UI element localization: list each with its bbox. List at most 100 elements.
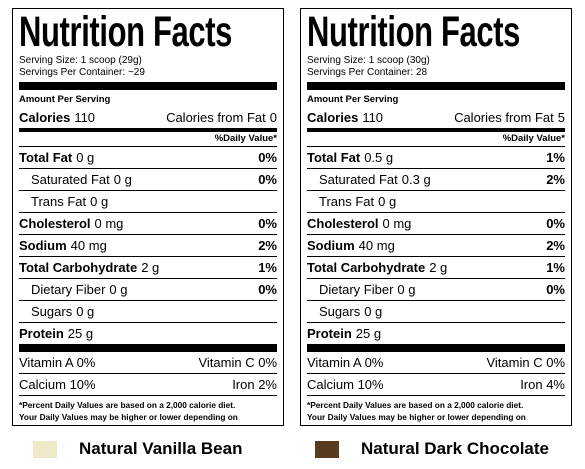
daily-value-header: %Daily Value*: [214, 133, 277, 144]
medium-rule: [19, 128, 277, 132]
sub-nutrient-row: Dietary Fiber 0 g 0%: [19, 278, 277, 300]
vitamin: Calcium 10%: [19, 377, 96, 392]
nutrition-label: Nutrition Facts Serving Size: 1 scoop (29…: [12, 8, 284, 426]
legend-swatch: [33, 440, 57, 458]
calories-row: Calories 110 Calories from Fat 5: [307, 107, 565, 128]
legend-label: Natural Vanilla Bean: [79, 439, 243, 458]
nutrient-row: Protein 25 g: [19, 322, 277, 344]
vitamin: Vitamin C 0%: [486, 355, 565, 370]
daily-value: 0%: [546, 282, 565, 297]
footnote: *Percent Daily Values are based on a 2,0…: [19, 395, 277, 425]
daily-value: 1%: [546, 260, 565, 275]
vitamin: Calcium 10%: [307, 377, 384, 392]
daily-value: 0%: [258, 150, 277, 165]
daily-value: 0%: [258, 282, 277, 297]
nutrient-name: Sodium: [19, 238, 67, 253]
nutrient-row: Total Fat 0.5 g 1%: [307, 146, 565, 168]
nutrient-name: Protein: [19, 326, 64, 341]
medium-rule: [307, 128, 565, 132]
calories-row: Calories 110 Calories from Fat 0: [19, 107, 277, 128]
nutrient-amount: 0 g: [109, 282, 128, 297]
thick-rule: [19, 344, 277, 352]
nutrient-name: Cholesterol: [307, 216, 379, 231]
nutrient-name: Dietary Fiber: [31, 282, 106, 297]
calories-label: Calories: [19, 110, 71, 125]
nutrient-row: Total Carbohydrate 2 g 1%: [307, 256, 565, 278]
thick-rule: [307, 82, 565, 90]
vitamin-row: Vitamin A 0% Vitamin C 0%: [19, 352, 277, 373]
footnote-line: you calorie needs.: [19, 423, 277, 425]
nutrient-row: Cholesterol 0 mg 0%: [19, 212, 277, 234]
vitamin: Iron 4%: [520, 377, 565, 392]
amount-per-serving: Amount Per Serving: [19, 94, 111, 105]
nutrient-row: Cholesterol 0 mg 0%: [307, 212, 565, 234]
label-title: Nutrition Facts: [307, 8, 521, 56]
nutrient-name: Trans Fat: [31, 194, 87, 209]
sub-nutrient-row: Sugars 0 g: [307, 300, 565, 322]
calories-value: 110: [362, 110, 384, 125]
daily-value: 1%: [258, 260, 277, 275]
servings-per-container: Servings Per Container: 28: [307, 67, 428, 78]
calories-value: 110: [74, 110, 96, 125]
calories-from-fat-value: 5: [557, 110, 565, 125]
nutrient-name: Saturated Fat: [31, 172, 110, 187]
legend-swatch: [315, 440, 339, 458]
servings-per-container: Servings Per Container: ~29: [19, 67, 145, 78]
calories-from-fat-label: Calories from Fat: [454, 110, 554, 125]
vitamin-row: Calcium 10% Iron 2%: [19, 373, 277, 395]
nutrient-row: Total Carbohydrate 2 g 1%: [19, 256, 277, 278]
nutrient-name: Sodium: [307, 238, 355, 253]
nutrient-amount: 0 g: [76, 304, 95, 319]
amount-per-serving: Amount Per Serving: [307, 94, 399, 105]
nutrient-amount: 0 g: [364, 304, 383, 319]
nutrient-amount: 2 g: [429, 260, 448, 275]
calories-label: Calories: [307, 110, 359, 125]
calories-from-fat-label: Calories from Fat: [166, 110, 266, 125]
sub-nutrient-row: Dietary Fiber 0 g 0%: [307, 278, 565, 300]
footnote-line: you calorie needs.: [307, 423, 565, 425]
nutrition-label: Nutrition Facts Serving Size: 1 scoop (30…: [300, 8, 572, 426]
nutrient-amount: 0 mg: [94, 216, 124, 231]
daily-value: 2%: [258, 238, 277, 253]
nutrient-amount: 25 g: [67, 326, 94, 341]
sub-nutrient-row: Saturated Fat 0.3 g 2%: [307, 168, 565, 190]
vitamin-row: Calcium 10% Iron 4%: [307, 373, 565, 395]
daily-value-header: %Daily Value*: [502, 133, 565, 144]
sub-nutrient-row: Trans Fat 0 g: [307, 190, 565, 212]
nutrient-amount: 40 mg: [358, 238, 395, 253]
label-title: Nutrition Facts: [19, 8, 233, 56]
nutrient-amount: 0 g: [113, 172, 132, 187]
footnote: *Percent Daily Values are based on a 2,0…: [307, 395, 565, 425]
nutrient-name: Sugars: [31, 304, 73, 319]
nutrient-name: Total Carbohydrate: [307, 260, 426, 275]
vitamin: Iron 2%: [232, 377, 277, 392]
nutrient-name: Protein: [307, 326, 352, 341]
legend-item: Natural Vanilla Bean: [33, 439, 242, 459]
calories-from-fat-value: 0: [269, 110, 277, 125]
nutrient-amount: 0 g: [90, 194, 109, 209]
nutrient-name: Total Fat: [19, 150, 73, 165]
daily-value: 2%: [546, 172, 565, 187]
footnote-line: Your Daily Values may be higher or lower…: [19, 411, 238, 422]
nutrient-name: Dietary Fiber: [319, 282, 394, 297]
nutrient-name: Trans Fat: [319, 194, 375, 209]
daily-value: 1%: [546, 150, 565, 165]
nutrient-name: Cholesterol: [19, 216, 91, 231]
sub-nutrient-row: Saturated Fat 0 g 0%: [19, 168, 277, 190]
nutrient-amount: 0 mg: [382, 216, 412, 231]
footnote-line: Your Daily Values may be higher or lower…: [307, 411, 526, 422]
daily-value: 2%: [546, 238, 565, 253]
legend-label: Natural Dark Chocolate: [361, 439, 549, 458]
sub-nutrient-row: Sugars 0 g: [19, 300, 277, 322]
nutrient-row: Protein 25 g: [307, 322, 565, 344]
nutrient-row: Sodium 40 mg 2%: [19, 234, 277, 256]
nutrient-name: Saturated Fat: [319, 172, 398, 187]
nutrient-amount: 0 g: [397, 282, 416, 297]
nutrient-amount: 0 g: [76, 150, 95, 165]
thick-rule: [19, 82, 277, 90]
footnote-line: *Percent Daily Values are based on a 2,0…: [307, 400, 524, 410]
vitamin: Vitamin C 0%: [198, 355, 277, 370]
nutrient-row: Sodium 40 mg 2%: [307, 234, 565, 256]
daily-value: 0%: [546, 216, 565, 231]
